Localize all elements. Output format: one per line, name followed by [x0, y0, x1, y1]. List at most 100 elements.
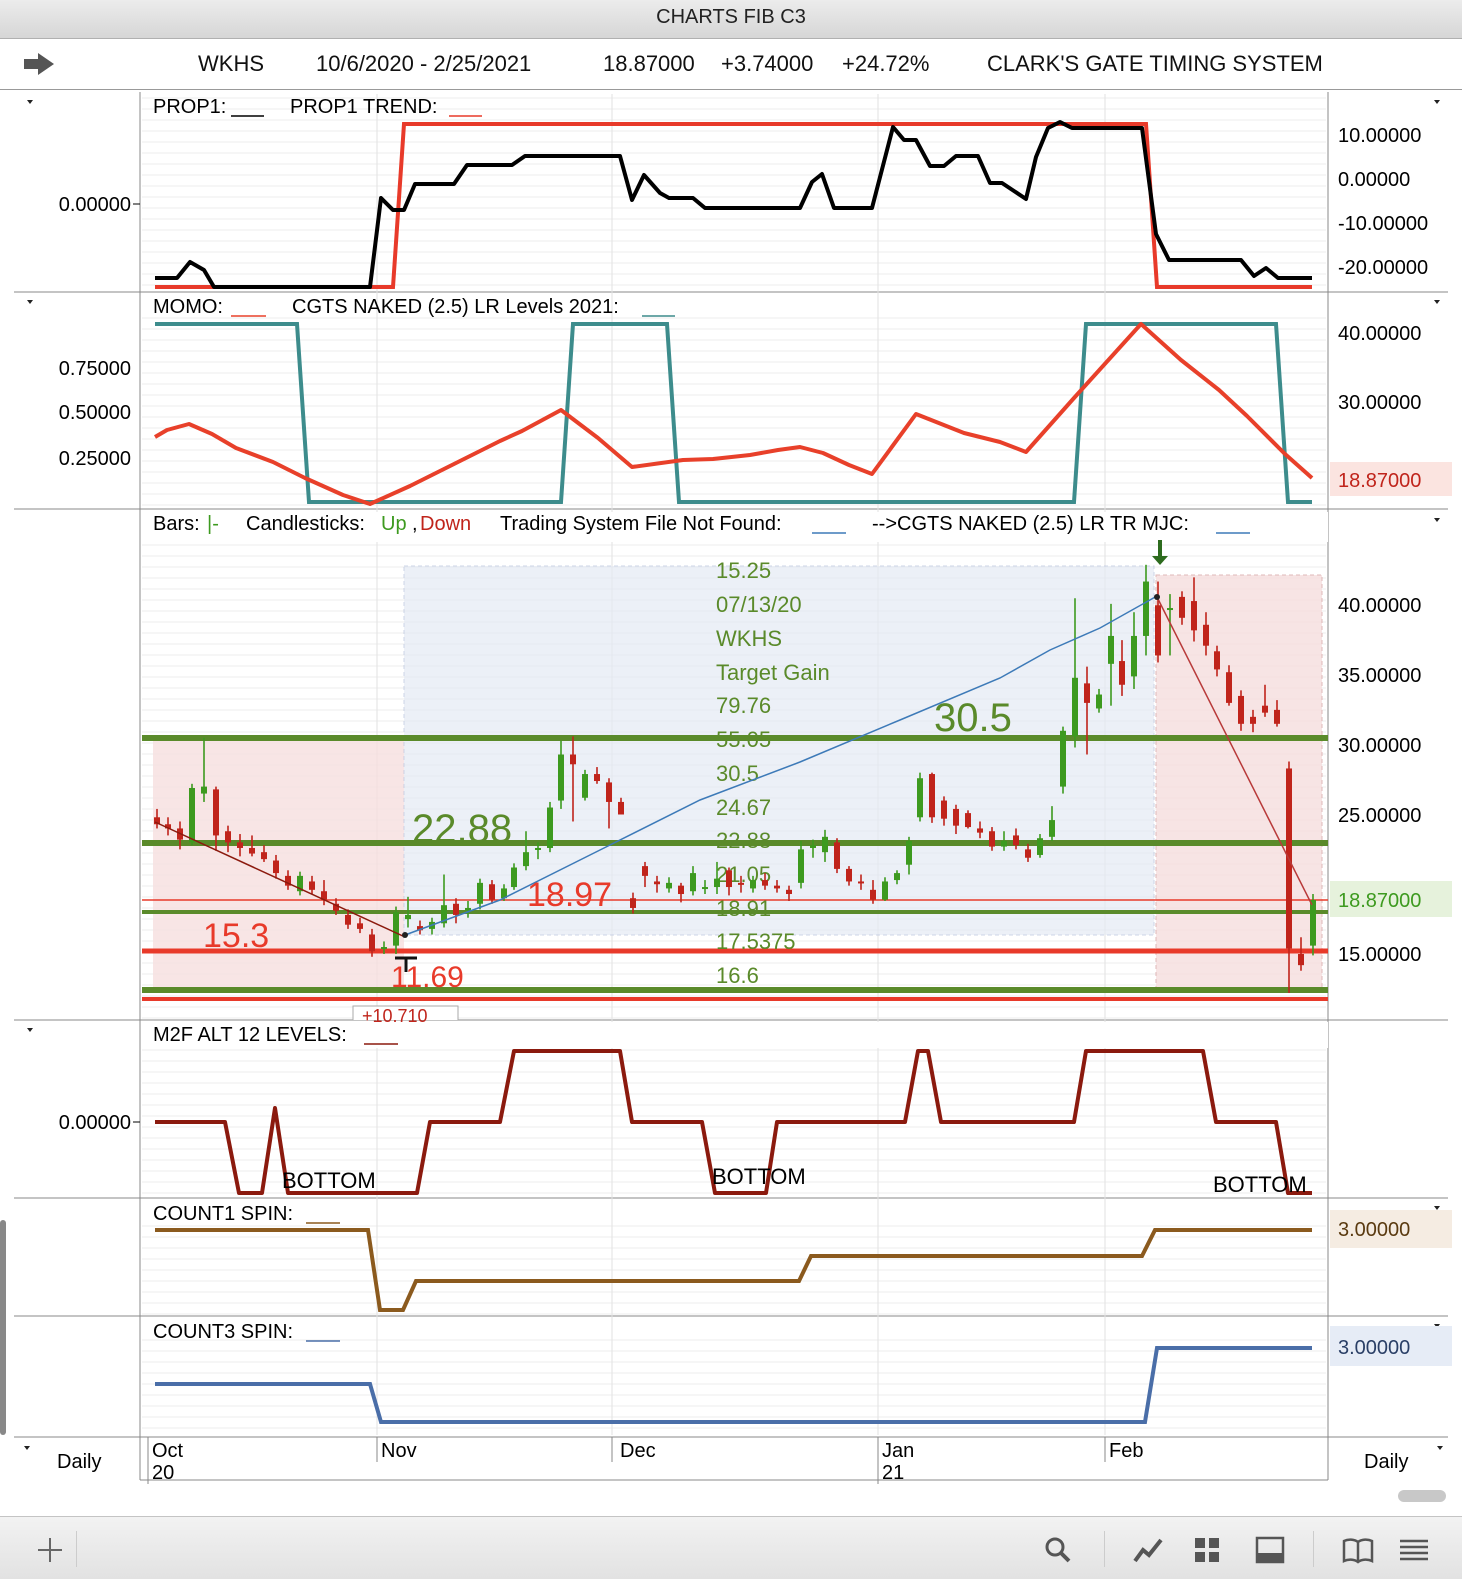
candle-body — [1214, 651, 1220, 670]
candle-body — [630, 898, 636, 908]
candle-body — [1310, 900, 1316, 946]
candle-body — [309, 881, 315, 890]
candle-body — [165, 824, 171, 829]
candle-body — [1037, 838, 1043, 855]
lr-levels-line — [155, 322, 1312, 504]
target-text: 79.76 — [716, 693, 771, 718]
pivot-marker — [402, 932, 408, 938]
dropdown-arrow-icon — [1434, 1206, 1440, 1210]
chart-area[interactable]: PROP1: PROP1 TREND: 0.00000 10.00000 0.0… — [0, 90, 1462, 1516]
candle-body — [297, 875, 303, 892]
candle-body — [489, 884, 495, 900]
candle-body — [822, 836, 828, 853]
count3-line — [155, 1346, 1312, 1424]
candle-body — [570, 754, 576, 765]
prop1-panel: PROP1: PROP1 TREND: 0.00000 10.00000 0.0… — [59, 96, 1428, 289]
candle-body — [858, 881, 864, 884]
up-arrow-icon — [395, 956, 417, 972]
count3-label: COUNT3 SPIN: — [153, 1321, 293, 1343]
candle-body — [1274, 709, 1280, 724]
count3-panel: COUNT3 SPIN: 3.00000 — [153, 1321, 1452, 1424]
candle-body — [261, 852, 267, 860]
candle-body — [798, 849, 804, 883]
momo-right-tick: 30.00000 — [1338, 392, 1421, 414]
chart-line-icon[interactable] — [1132, 1535, 1164, 1565]
candle-body — [201, 786, 207, 794]
candle-body — [1119, 661, 1125, 685]
down-arrow-icon — [1152, 540, 1168, 565]
candle-body — [523, 852, 529, 867]
candle-body — [1001, 841, 1007, 847]
x-tick-label: Dec — [620, 1440, 656, 1462]
menu-icon[interactable] — [1398, 1535, 1430, 1565]
add-icon[interactable] — [36, 1535, 64, 1565]
forward-arrow-icon[interactable] — [22, 51, 56, 77]
prop1-tick: 0.00000 — [1338, 169, 1410, 191]
bottom-label: BOTTOM — [712, 1164, 806, 1189]
period-right: Daily — [1364, 1451, 1408, 1473]
panel-menu-icons[interactable] — [24, 100, 1443, 1450]
candle-body — [738, 882, 744, 885]
dropdown-arrow-icon — [1434, 100, 1440, 104]
candle-body — [285, 875, 291, 886]
target-text: 55.05 — [716, 727, 771, 752]
candle-body — [965, 813, 971, 828]
momo-label: MOMO: — [153, 296, 223, 318]
prop1-label: PROP1: — [153, 96, 226, 118]
tsf-label-front: Trading System File Not Found: — [500, 513, 782, 535]
candle-body — [977, 828, 983, 833]
candle-body — [393, 912, 399, 946]
candle-body — [1072, 677, 1078, 737]
candle-body — [870, 889, 876, 900]
target-text: 18.91 — [716, 896, 771, 921]
panel-layout-icon[interactable] — [1255, 1535, 1285, 1565]
book-icon[interactable] — [1342, 1535, 1374, 1565]
candle-body — [213, 789, 219, 836]
candles-label-front: Candlesticks: — [246, 513, 365, 535]
chart-header: WKHS 10/6/2020 - 2/25/2021 18.87000 +3.7… — [0, 39, 1462, 90]
bottom-label: BOTTOM — [282, 1168, 376, 1193]
value-tab — [352, 1005, 459, 1020]
count1-label: COUNT1 SPIN: — [153, 1203, 293, 1225]
vertical-scrollbar[interactable] — [0, 1220, 6, 1435]
momo-last-value: 18.87000 — [1338, 470, 1421, 492]
candle-body — [690, 873, 696, 892]
target-text: 16.6 — [716, 963, 759, 988]
candle-body — [345, 914, 351, 925]
candle-body — [1143, 581, 1149, 636]
candle-body — [535, 847, 541, 850]
candle-body — [405, 914, 411, 920]
symbol: WKHS — [198, 51, 264, 76]
candle-body — [1108, 635, 1114, 664]
candle-body — [1238, 695, 1244, 724]
candle-body — [941, 800, 947, 819]
dropdown-arrow-icon — [1434, 518, 1440, 522]
momo-left-tick: 0.75000 — [59, 358, 131, 380]
window-title: CHARTS FIB C3 — [0, 0, 1462, 39]
candle-body — [1179, 596, 1185, 618]
candle-body — [989, 831, 995, 847]
search-icon[interactable] — [1043, 1535, 1073, 1565]
regression-line-right — [1156, 596, 1313, 906]
momo-left-tick: 0.50000 — [59, 402, 131, 424]
candle-body — [1025, 849, 1031, 858]
price-tick: 40.00000 — [1338, 595, 1421, 617]
regression-line-left — [154, 821, 406, 938]
horizontal-scrollbar[interactable] — [1398, 1490, 1446, 1502]
x-tick-label: Oct — [152, 1440, 184, 1462]
candle-body — [1250, 716, 1256, 724]
candle-body — [702, 887, 708, 890]
grid-icon[interactable] — [1193, 1535, 1221, 1565]
target-text: 15.25 — [716, 558, 771, 583]
candle-body — [441, 905, 447, 924]
level-label-15-3: 15.3 — [203, 917, 269, 955]
bottom-toolbar — [0, 1516, 1462, 1579]
lr-levels-label: CGTS NAKED (2.5) LR Levels 2021: — [292, 296, 619, 318]
candle-body — [929, 774, 935, 818]
down-label-front: Down — [420, 513, 471, 535]
system-name: CLARK'S GATE TIMING SYSTEM — [987, 51, 1323, 76]
bottom-label: BOTTOM — [1213, 1172, 1307, 1197]
candle-body — [1167, 608, 1173, 611]
candle-body — [1155, 605, 1161, 656]
target-text: 24.67 — [716, 795, 771, 820]
